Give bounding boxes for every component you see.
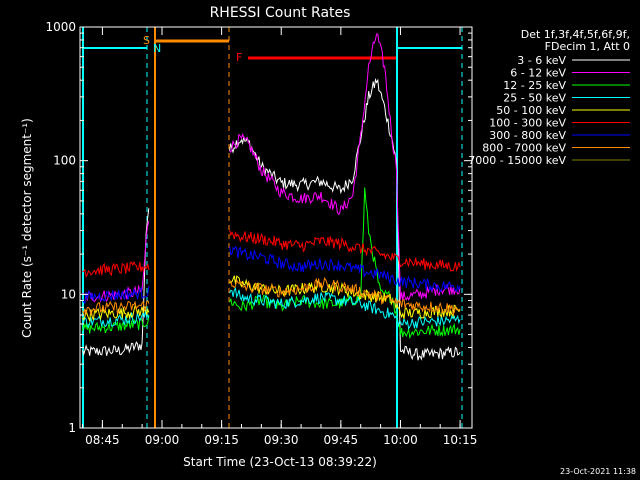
y-axis-label: Count Rate (s⁻¹ detector segment⁻¹): [20, 118, 34, 338]
y-tick-label: 1000: [45, 20, 76, 34]
x-tick-label: 10:00: [383, 433, 418, 447]
series-line-4: [82, 275, 461, 323]
legend-label: 800 - 7000 keV: [482, 142, 566, 155]
y-tick-label: 100: [53, 154, 76, 168]
x-tick-label: 10:15: [443, 433, 478, 447]
x-tick-label: 09:45: [324, 433, 359, 447]
plot-frame: [79, 26, 473, 429]
series-line-5: [82, 230, 461, 278]
timestamp: 23-Oct-2021 11:38: [560, 467, 636, 476]
series-layer: [82, 33, 461, 361]
legend-label: 12 - 25 keV: [503, 79, 566, 92]
legend-label: 50 - 100 keV: [496, 104, 566, 117]
legend-label: 3 - 6 keV: [517, 54, 566, 67]
chart-title: RHESSI Count Rates: [210, 5, 351, 21]
legend-label: 7000 - 15000 keV: [468, 154, 566, 167]
legend-header-line-1: Det 1f,3f,4f,5f,6f,9f,: [521, 28, 630, 41]
x-tick-label: 08:45: [85, 433, 120, 447]
x-axis: 08:45 09:00 09:15 09:30 09:45 10:00 10:15: [82, 27, 478, 447]
y-tick-label: 1: [68, 421, 76, 435]
legend: Det 1f,3f,4f,5f,6f,9f, FDecim 1, Att 0 3…: [468, 28, 630, 167]
saa-label: S: [143, 34, 150, 47]
y-tick-label: 10: [61, 287, 76, 301]
x-tick-label: 09:00: [145, 433, 180, 447]
legend-label: 300 - 800 keV: [489, 129, 566, 142]
flare-label: F: [236, 51, 242, 64]
x-tick-label: 09:30: [264, 433, 299, 447]
legend-label: 100 - 300 keV: [489, 117, 566, 130]
series-line-7: [82, 277, 461, 316]
x-axis-label: Start Time (23-Oct-13 08:39:22): [183, 455, 377, 469]
series-line-6: [82, 245, 461, 305]
night-label: N: [153, 42, 161, 55]
legend-label: 25 - 50 keV: [503, 92, 566, 105]
legend-label: 6 - 12 keV: [510, 67, 566, 80]
x-tick-label: 09:15: [204, 433, 239, 447]
y-axis: 1 10 100 1000: [45, 20, 472, 435]
legend-header-line-2: FDecim 1, Att 0: [545, 40, 630, 53]
